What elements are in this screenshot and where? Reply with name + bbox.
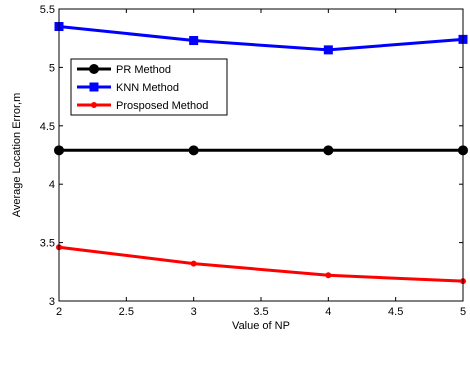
- x-tick-label: 3: [191, 306, 197, 318]
- series-pr-method: [54, 145, 468, 156]
- x-tick-label: 4: [325, 306, 331, 318]
- series-knn-method: [54, 22, 468, 55]
- x-tick-label: 2.5: [119, 306, 134, 318]
- y-tick-label: 3: [49, 296, 55, 308]
- series-prosposed-method: [56, 244, 466, 285]
- series-line-knn-method: [58, 25, 464, 52]
- plot-frame: [58, 8, 464, 302]
- y-axis-label: Average Location Error,m: [11, 93, 23, 218]
- y-tick-label: 3.5: [40, 238, 55, 250]
- legend: PR Method KNN Method Prosposed Method: [70, 58, 228, 116]
- y-tick-label: 5: [49, 62, 55, 74]
- series-line-prosposed-method: [58, 245, 464, 283]
- x-tick-label: 2: [56, 306, 62, 318]
- series-layer: [54, 22, 468, 285]
- x-axis-label: Value of NP: [232, 320, 290, 332]
- x-tick-label: 5: [460, 306, 466, 318]
- x-tick-label: 3.5: [253, 306, 268, 318]
- legend-label-prosposed-method: Prosposed Method: [116, 100, 208, 112]
- data-point-knn-method: [189, 36, 199, 46]
- data-point-prosposed-method: [325, 272, 332, 279]
- x-tick-label: 4.5: [388, 306, 403, 318]
- y-tick-label: 4.5: [40, 121, 55, 133]
- ticks-layer: 2 2.5 3 3.5 4 4.5 5 3 3.5 4 4.5 5 5.5: [40, 4, 466, 318]
- data-point-knn-method: [323, 45, 333, 55]
- y-tick-label: 5.5: [40, 4, 55, 16]
- data-point-pr-method: [188, 145, 199, 156]
- legend-label-pr-method: PR Method: [116, 64, 171, 76]
- legend-marker-knn-method: [89, 82, 99, 92]
- legend-label-knn-method: KNN Method: [116, 82, 179, 94]
- data-point-pr-method: [323, 145, 334, 156]
- data-point-prosposed-method: [190, 260, 197, 267]
- y-tick-label: 4: [49, 179, 55, 191]
- legend-marker-pr-method: [89, 64, 99, 74]
- legend-marker-prosposed-method: [91, 102, 97, 108]
